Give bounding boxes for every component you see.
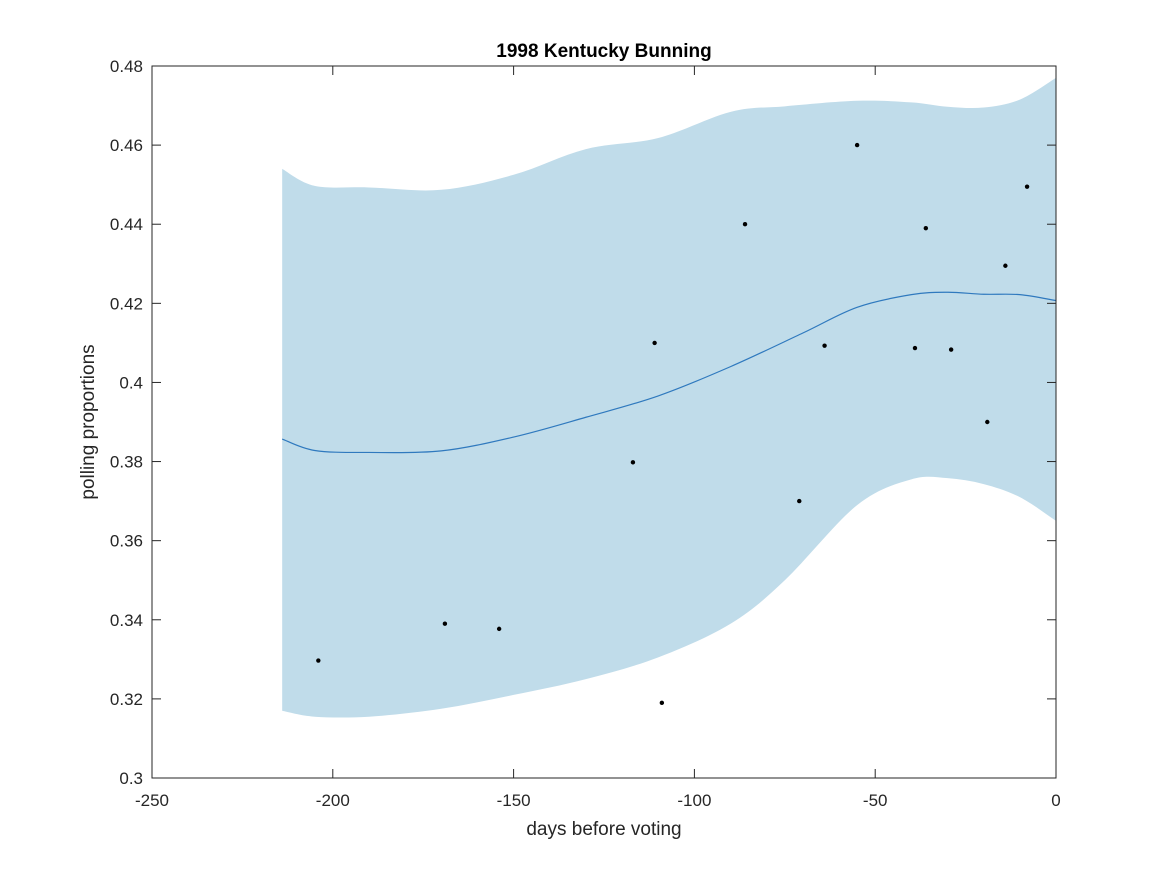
x-tick-label: 0 <box>1051 791 1060 810</box>
poll-point <box>652 340 657 346</box>
poll-point <box>742 222 748 227</box>
y-tick-label: 0.38 <box>110 453 143 472</box>
poll-point <box>923 225 929 231</box>
x-tick-label: -150 <box>497 791 531 810</box>
axes-box <box>151 65 1057 779</box>
x-tick-label: -250 <box>135 791 169 810</box>
x-tick-label: -100 <box>677 791 711 810</box>
poll-point <box>912 345 918 351</box>
y-tick-label: 0.42 <box>110 294 143 313</box>
poll-point <box>948 347 954 352</box>
axes <box>151 65 1057 779</box>
x-tick-label: -200 <box>316 791 350 810</box>
y-tick-label: 0.48 <box>110 57 143 76</box>
confidence-band <box>282 77 1056 718</box>
poll-point <box>630 460 636 465</box>
trend-line <box>281 291 1057 454</box>
poll-point <box>822 343 827 348</box>
x-tick-label: -50 <box>863 791 888 810</box>
poll-point <box>496 626 502 632</box>
poll-point <box>1024 184 1030 189</box>
chart-title: 1998 Kentucky Bunning <box>496 41 711 62</box>
y-tick-label: 0.36 <box>110 532 143 551</box>
poll-point <box>659 700 665 706</box>
tick-labels: -250 -200 -150 -100 -50 0 0.3 0.32 0.34 0.36 0.38 0… <box>110 57 1061 810</box>
y-tick-label: 0.3 <box>119 769 143 788</box>
x-axis-title: days before voting <box>526 819 681 840</box>
poll-point <box>316 658 321 663</box>
y-tick-label: 0.44 <box>110 215 143 234</box>
y-tick-label: 0.32 <box>110 690 143 709</box>
poll-point <box>797 498 802 504</box>
poll-point <box>442 621 448 626</box>
poll-point <box>985 419 990 425</box>
plot-area <box>152 66 1057 778</box>
y-axis-title: polling proportions <box>78 344 99 499</box>
y-tick-label: 0.34 <box>110 611 143 630</box>
poll-point <box>854 142 860 148</box>
y-tick-label: 0.4 <box>119 373 143 392</box>
y-tick-label: 0.46 <box>110 136 143 155</box>
poll-point <box>1003 263 1008 268</box>
